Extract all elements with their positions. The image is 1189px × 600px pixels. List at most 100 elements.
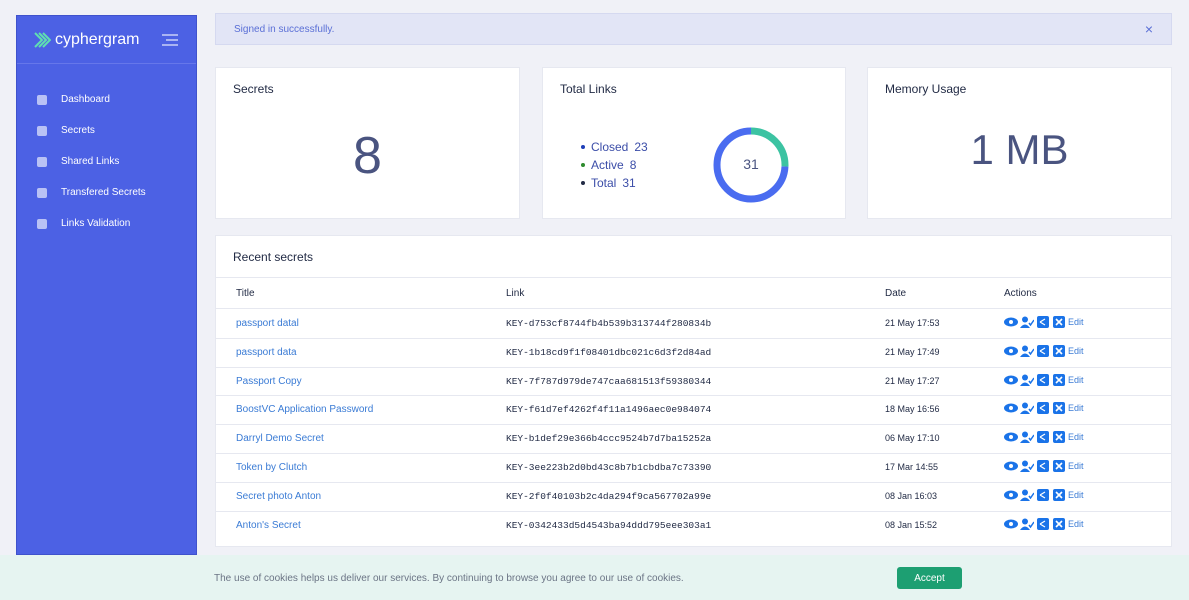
verify-icon-shape <box>1022 345 1028 352</box>
divider <box>216 277 1171 278</box>
secrets-card: Secrets 8 <box>215 67 520 219</box>
view-icon[interactable] <box>1004 431 1018 443</box>
edit-link[interactable]: Edit <box>1068 374 1084 385</box>
delete-icon[interactable] <box>1052 517 1066 530</box>
menu-toggle[interactable] <box>160 33 180 47</box>
verify-icon[interactable] <box>1020 431 1034 444</box>
verify-icon[interactable] <box>1020 316 1034 328</box>
memory-card: Memory Usage 1 MB <box>867 67 1172 219</box>
edit-link[interactable]: Edit <box>1068 345 1084 356</box>
menu-item[interactable]: Dashboard <box>37 94 110 105</box>
verify-icon-shape <box>1028 434 1034 442</box>
verify-icon[interactable] <box>1020 518 1034 530</box>
accept-button[interactable]: Accept <box>897 567 962 589</box>
delete-icon[interactable] <box>1052 402 1066 415</box>
verify-icon-shape <box>1020 497 1030 501</box>
cookie-bar: The use of cookies helps us deliver our … <box>0 555 1189 600</box>
actions: Edit <box>1004 402 1084 415</box>
menu-item[interactable]: Links Validation <box>37 218 130 229</box>
alert-close[interactable]: × <box>1144 21 1153 37</box>
view-icon[interactable] <box>1004 489 1018 501</box>
actions: Edit <box>1004 344 1084 357</box>
secret-title[interactable]: Anton's Secret <box>236 519 301 531</box>
legend-label: Total <box>591 176 617 190</box>
secret-link: KEY-3ee223b2d0bd43c8b7b1cbdba7c73390 <box>506 462 712 473</box>
verify-icon-shape <box>1028 319 1034 327</box>
cookie-message: The use of cookies helps us deliver our … <box>214 573 684 584</box>
secret-title[interactable]: Secret photo Anton <box>236 490 322 502</box>
menu-label: Links Validation <box>61 218 131 229</box>
verify-icon[interactable] <box>1020 345 1034 357</box>
verify-icon[interactable] <box>1020 460 1034 472</box>
secret-title[interactable]: passport data <box>236 346 297 358</box>
delete-icon[interactable] <box>1052 344 1066 357</box>
delete-icon[interactable] <box>1052 460 1066 472</box>
divider <box>216 337 1171 339</box>
delete-icon[interactable] <box>1052 316 1066 328</box>
share-icon[interactable] <box>1036 460 1050 472</box>
view-icon[interactable] <box>1004 316 1018 328</box>
edit-link[interactable]: Edit <box>1068 461 1084 471</box>
table-title: Recent secrets <box>233 250 314 264</box>
secret-title[interactable]: Passport Copy <box>236 375 302 387</box>
secret-title[interactable]: BoostVC Application Password <box>236 404 374 416</box>
share-icon-shape <box>1037 460 1049 472</box>
menu-item[interactable]: Transfered Secrets <box>37 187 146 198</box>
verify-icon-shape <box>1020 324 1030 328</box>
share-icon-shape <box>1039 404 1046 412</box>
edit-link[interactable]: Edit <box>1068 317 1084 327</box>
secret-date: 06 May 17:10 <box>885 433 940 444</box>
delete-icon[interactable] <box>1052 373 1066 386</box>
secret-link: KEY-2f0f40103b2c4da294f9ca567702a99e <box>506 490 712 502</box>
divider <box>216 510 1171 512</box>
share-icon-shape <box>1037 488 1049 501</box>
view-icon[interactable] <box>1004 402 1018 414</box>
share-icon-shape <box>1037 316 1049 328</box>
menu-item[interactable]: Secrets <box>37 125 95 136</box>
edit-link[interactable]: Edit <box>1068 403 1084 414</box>
secret-link: KEY-0342433d5d4543ba94ddd795eee303a1 <box>506 519 712 531</box>
menu-icon <box>37 125 47 136</box>
edit-link[interactable]: Edit <box>1068 432 1084 443</box>
edit-link[interactable]: Edit <box>1068 489 1084 500</box>
actions: Edit <box>1004 517 1084 530</box>
secret-title[interactable]: passport datal <box>236 318 299 329</box>
delete-icon-shape <box>1055 520 1063 528</box>
column-header: Title <box>236 288 255 299</box>
verify-icon-shape <box>1020 468 1030 472</box>
menu-item[interactable]: Shared Links <box>37 156 119 167</box>
edit-link[interactable]: Edit <box>1068 518 1084 529</box>
verify-icon-shape <box>1022 489 1028 496</box>
verify-icon[interactable] <box>1020 374 1034 386</box>
view-icon-shape <box>1009 348 1013 353</box>
view-icon[interactable] <box>1004 345 1018 357</box>
share-icon-shape <box>1039 462 1046 470</box>
secret-date: 17 Mar 14:55 <box>885 462 939 472</box>
brand[interactable]: cyphergram <box>33 31 139 49</box>
share-icon[interactable] <box>1036 373 1050 386</box>
delete-icon[interactable] <box>1052 431 1066 444</box>
share-icon[interactable] <box>1036 488 1050 501</box>
verify-icon[interactable] <box>1020 402 1034 415</box>
share-icon[interactable] <box>1036 431 1050 444</box>
verify-icon[interactable] <box>1020 489 1034 501</box>
delete-icon-shape <box>1055 433 1063 441</box>
view-icon[interactable] <box>1004 374 1018 386</box>
delete-icon[interactable] <box>1052 488 1066 501</box>
share-icon[interactable] <box>1036 517 1050 530</box>
share-icon[interactable] <box>1036 316 1050 328</box>
legend-label: Closed <box>591 140 629 154</box>
share-icon[interactable] <box>1036 402 1050 415</box>
view-icon[interactable] <box>1004 518 1018 530</box>
view-icon[interactable] <box>1004 460 1018 472</box>
legend-dot <box>581 145 585 149</box>
secret-title[interactable]: Darryl Demo Secret <box>236 433 324 445</box>
divider <box>216 395 1171 397</box>
column-header: Date <box>885 288 907 299</box>
column-header: Link <box>506 288 525 299</box>
legend-value: 23 <box>634 140 648 154</box>
view-icon-shape <box>1009 377 1013 382</box>
verify-icon-shape <box>1028 348 1034 356</box>
share-icon[interactable] <box>1036 344 1050 357</box>
secret-title[interactable]: Token by Clutch <box>236 462 308 473</box>
